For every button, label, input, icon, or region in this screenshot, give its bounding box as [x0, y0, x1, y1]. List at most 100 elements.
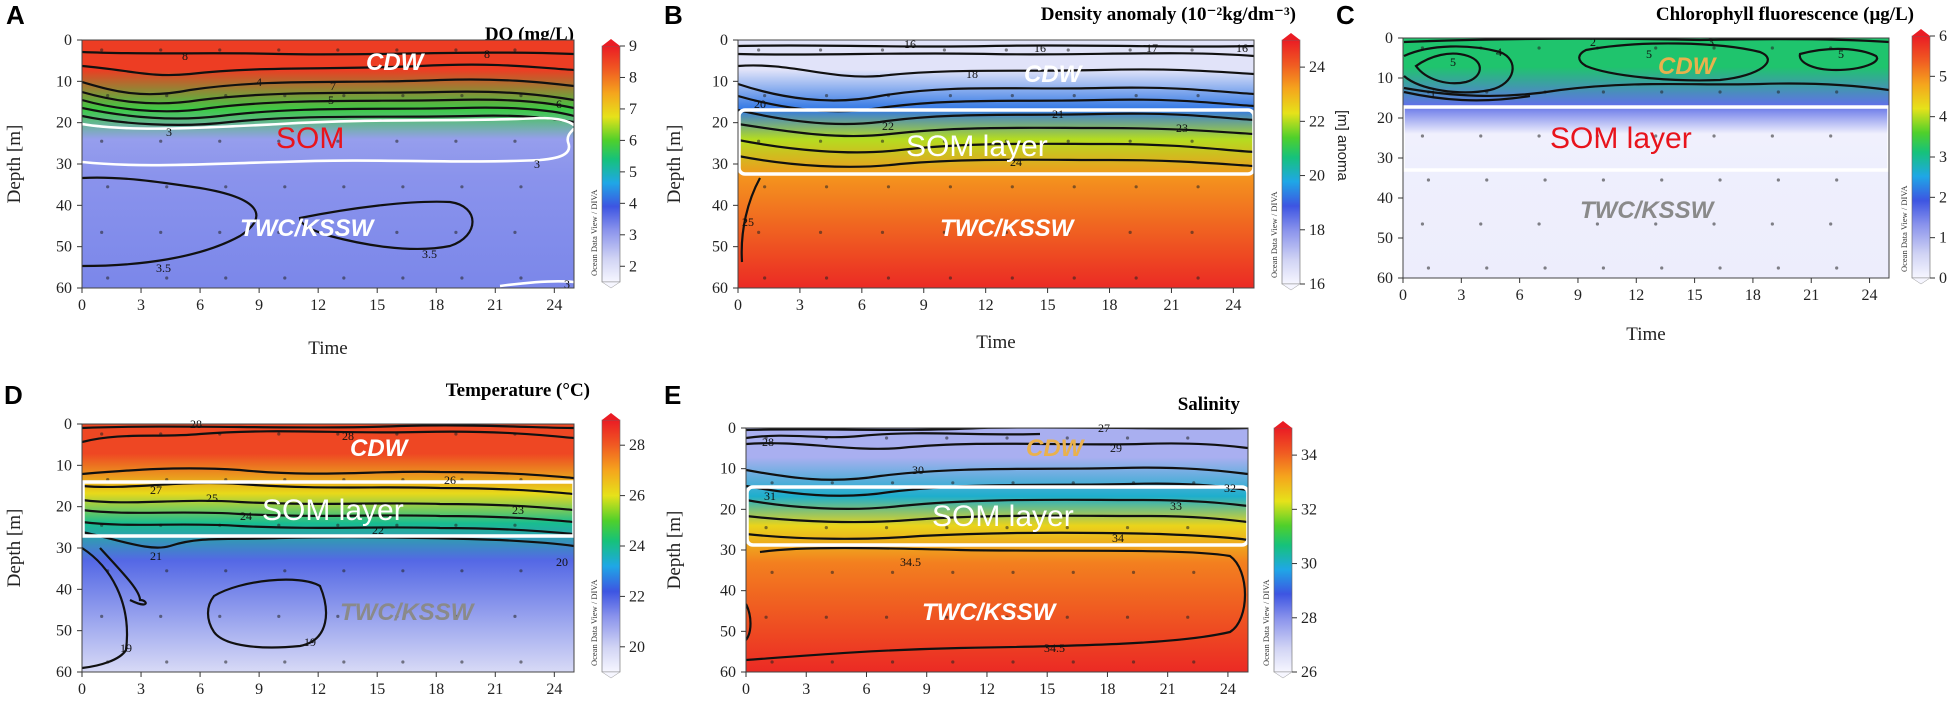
sample-point: [1131, 660, 1136, 664]
sample-point: [519, 185, 523, 189]
water-mass-labels: CDW SOM TWC/KSSW: [240, 49, 426, 242]
panel-e: E Salinity 28 27 29 30 31 32 33 34 34.5 …: [664, 380, 1250, 672]
x-tick-label: 15: [1687, 287, 1703, 304]
sample-point: [1776, 266, 1780, 270]
contour-label: 16: [1236, 41, 1248, 55]
sample-point: [519, 660, 523, 664]
contour-label: 30: [912, 463, 924, 477]
sample-point: [757, 230, 761, 234]
sample-point: [890, 660, 895, 664]
colorbar-tick-label: 20: [629, 639, 645, 656]
x-tick-label: 3: [796, 297, 804, 314]
sample-point: [951, 481, 955, 485]
contour-field: [738, 44, 1254, 263]
water-mass-som-layer: SOM layer: [1550, 122, 1692, 155]
x-tick-label: 12: [978, 297, 994, 314]
contour-label: 22: [372, 523, 384, 537]
sample-point: [1479, 222, 1483, 226]
sample-point: [1066, 230, 1070, 234]
y-tick-label: 40: [56, 581, 72, 598]
sample-point: [106, 276, 110, 280]
sample-point: [513, 139, 517, 143]
contour-label: 17: [1146, 41, 1158, 55]
panel-title: Density anomaly (10⁻²kg/dm⁻³): [1041, 4, 1296, 25]
sample-point: [1601, 90, 1605, 94]
sample-point: [100, 230, 104, 234]
x-tick-label: 24: [1225, 297, 1241, 314]
y-tick-label: 50: [56, 623, 72, 640]
x-tick-label: 3: [802, 681, 810, 698]
sample-point: [165, 660, 169, 664]
contour-label: 5: [1450, 55, 1456, 69]
panel-letter: D: [4, 380, 23, 410]
sample-point: [460, 94, 464, 98]
sample-point: [395, 139, 399, 143]
colorbar-cap: [1281, 283, 1301, 291]
colorbar: [1911, 35, 1931, 279]
colorbar-tick-label: 24: [1309, 59, 1325, 76]
sample-point: [1190, 230, 1194, 234]
sample-point: [1004, 230, 1008, 234]
y-axis-label: Depth [m]: [664, 511, 685, 590]
sample-point: [1654, 134, 1658, 138]
sample-point: [1543, 266, 1547, 270]
sample-point: [830, 660, 834, 664]
sample-point: [824, 94, 829, 98]
y-tick-label: 30: [712, 156, 728, 173]
sample-point: [460, 185, 464, 189]
sample-point: [283, 185, 287, 189]
y-tick-label: 30: [1377, 150, 1393, 167]
sample-point: [1004, 139, 1008, 143]
contour-label: 27: [150, 483, 162, 497]
contour-label: 3: [564, 277, 570, 291]
sample-point: [159, 230, 163, 234]
panel-letter: C: [1336, 0, 1355, 30]
x-tick-label: 18: [1745, 287, 1761, 304]
colorbar-cap: [601, 671, 621, 679]
x-tick-label: 0: [734, 297, 742, 314]
contour-label: 3: [166, 125, 172, 139]
colorbar-tick-label: 3: [1939, 149, 1947, 166]
colorbar-tick-label: 2: [629, 258, 637, 275]
sample-point: [763, 94, 767, 98]
y-axis-label: Depth [m]: [4, 125, 25, 204]
colorbar-tick-label: 5: [629, 164, 637, 181]
sample-point: [519, 276, 523, 280]
sample-point: [884, 436, 889, 440]
contour-label: 6: [556, 97, 562, 111]
sample-point: [1010, 276, 1014, 280]
x-tick-label: 18: [428, 681, 444, 698]
sample-point: [951, 570, 955, 575]
sample-point: [884, 526, 889, 530]
water-mass-cdw: CDW: [1026, 435, 1086, 462]
panel-title: Chlorophyll fluorescence (μg/L): [1656, 4, 1914, 25]
sample-point: [824, 276, 829, 280]
water-mass-cdw: CDW: [350, 435, 410, 462]
contour-labels: 28 28 27 26 25 24 23 22 21 20 19 19: [120, 417, 568, 655]
sample-point: [277, 432, 281, 436]
sample-point: [1420, 222, 1425, 226]
sample-point: [764, 615, 768, 619]
sample-point: [277, 139, 281, 143]
colorbar-credit: Ocean Data View / DIVA: [589, 189, 599, 276]
colorbar: [1273, 427, 1293, 673]
sample-point: [100, 432, 104, 436]
contour-label: 1: [1430, 87, 1436, 101]
sample-point: [460, 276, 464, 280]
sample-point: [948, 94, 953, 98]
sample-point: [886, 276, 891, 280]
sample-point: [460, 569, 464, 573]
sample-point: [948, 276, 953, 280]
sample-point: [884, 615, 889, 619]
sample-point: [513, 523, 517, 527]
x-tick-label: 3: [137, 681, 145, 698]
sample-point: [336, 614, 340, 619]
panel-d: D Temperature (°C) 28 28 27 26 25 24 23 …: [4, 380, 590, 672]
x-tick-label: 21: [487, 297, 503, 314]
sample-point: [757, 48, 761, 52]
contour-field: [82, 50, 574, 288]
contour-label: 24: [1010, 155, 1022, 169]
sample-point: [1654, 46, 1658, 50]
colorbar-tick-label: 22: [1309, 113, 1325, 130]
sample-point: [1601, 178, 1605, 182]
